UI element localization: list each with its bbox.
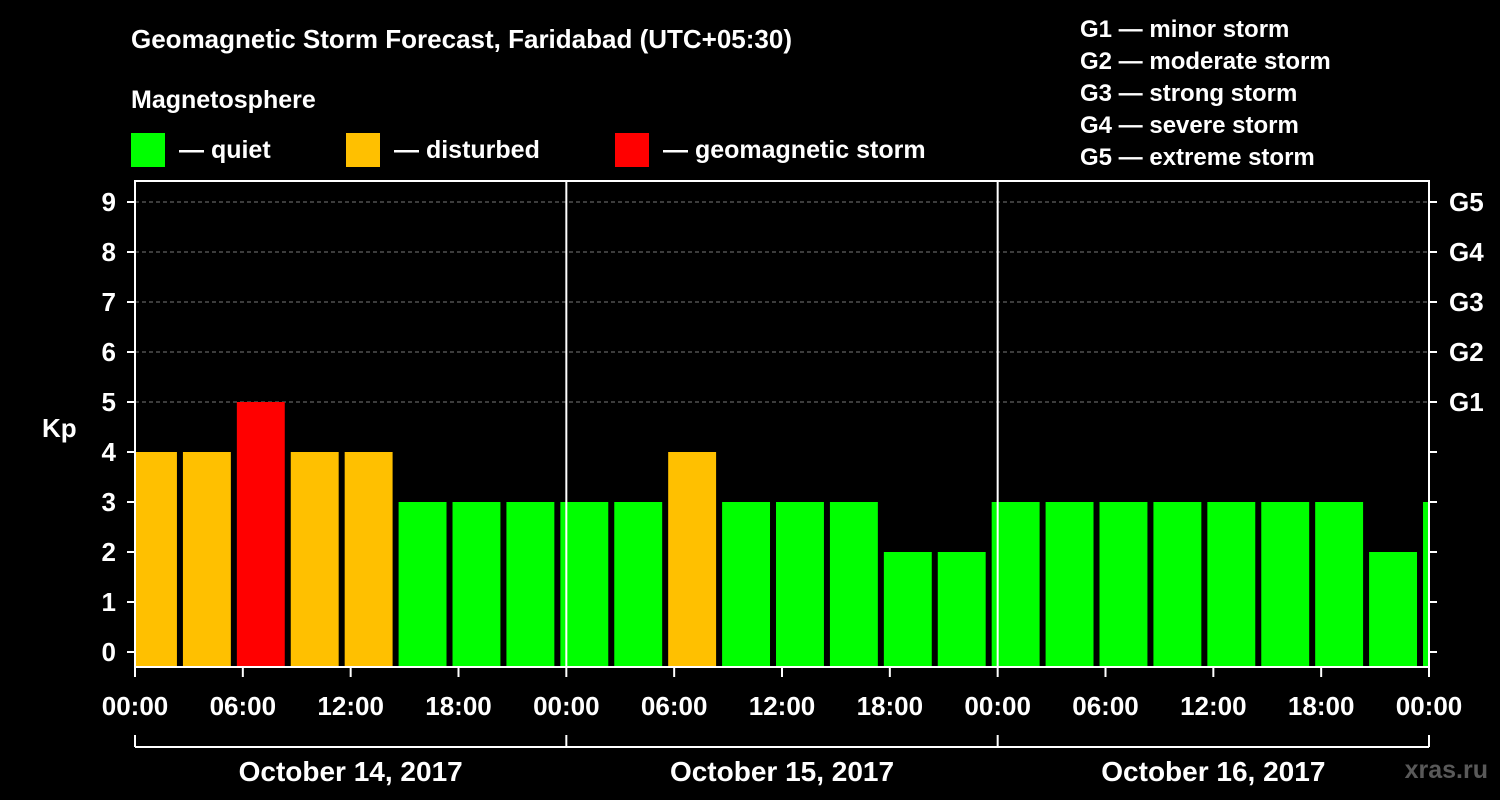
y-tick-label-1: 1 (102, 587, 116, 617)
kp-bar-10 (668, 452, 717, 667)
x-tick-label-7: 18:00 (857, 691, 924, 721)
y-tick-label-9: 9 (102, 187, 116, 217)
x-tick-label-1: 06:00 (210, 691, 277, 721)
storm-level-tick-g3: G3 (1449, 287, 1484, 317)
kp-bar-4 (344, 452, 393, 667)
storm-level-g3: G3 — strong storm (1080, 80, 1298, 107)
legend-disturbed: — disturbed (346, 133, 540, 167)
x-tick-label-5: 06:00 (641, 691, 708, 721)
x-tick-label-2: 12:00 (317, 691, 384, 721)
x-tick-label-6: 12:00 (749, 691, 816, 721)
x-tick-label-0: 00:00 (102, 691, 169, 721)
kp-bar-11 (722, 502, 771, 667)
x-tick-label-12: 00:00 (1396, 691, 1463, 721)
kp-bar-21 (1261, 502, 1310, 667)
kp-bar-20 (1207, 502, 1256, 667)
date-label-2: October 16, 2017 (1101, 756, 1325, 787)
storm-level-list: G1 — minor storm G2 — moderate storm G3 … (1080, 14, 1331, 174)
kp-bar-0 (135, 452, 177, 667)
storm-level-g5: G5 — extreme storm (1080, 144, 1315, 171)
y-axis-label: Kp (42, 413, 77, 443)
y-tick-label-5: 5 (102, 387, 116, 417)
kp-bar-17 (1045, 502, 1094, 667)
watermark: xras.ru (1404, 756, 1488, 784)
kp-bar-3 (290, 452, 339, 667)
storm-level-g1: G1 — minor storm (1080, 16, 1290, 43)
x-tick-label-10: 12:00 (1180, 691, 1247, 721)
kp-bar-16 (991, 502, 1040, 667)
kp-bar-1 (182, 452, 231, 667)
legend-disturbed-swatch (346, 133, 380, 167)
legend-disturbed-label: — disturbed (394, 135, 540, 164)
kp-bar-5 (398, 502, 447, 667)
kp-bar-14 (883, 552, 932, 667)
y-tick-label-8: 8 (102, 237, 116, 267)
legend-storm: — geomagnetic storm (615, 133, 926, 167)
y-tick-label-2: 2 (102, 537, 116, 567)
storm-level-tick-g1: G1 (1449, 387, 1484, 417)
kp-bar-13 (829, 502, 878, 667)
x-tick-label-4: 00:00 (533, 691, 600, 721)
y-tick-label-3: 3 (102, 487, 116, 517)
y-tick-label-6: 6 (102, 337, 116, 367)
legend-heading: Magnetosphere (131, 86, 316, 114)
x-tick-label-8: 00:00 (964, 691, 1031, 721)
legend-quiet: — quiet (131, 133, 271, 167)
storm-level-g4: G4 — severe storm (1080, 112, 1299, 139)
legend-quiet-label: — quiet (179, 135, 271, 164)
storm-level-tick-g4: G4 (1449, 237, 1484, 267)
kp-bar-18 (1099, 502, 1148, 667)
y-tick-label-0: 0 (102, 637, 116, 667)
y-tick-label-4: 4 (102, 437, 117, 467)
storm-level-tick-g2: G2 (1449, 337, 1484, 367)
x-tick-label-9: 06:00 (1072, 691, 1139, 721)
legend-storm-label: — geomagnetic storm (663, 135, 926, 164)
kp-bar-6 (452, 502, 501, 667)
date-label-1: October 15, 2017 (670, 756, 894, 787)
y-tick-label-7: 7 (102, 287, 116, 317)
kp-bar-12 (776, 502, 824, 667)
x-tick-label-11: 18:00 (1288, 691, 1355, 721)
legend-storm-swatch (615, 133, 649, 167)
storm-level-g2: G2 — moderate storm (1080, 48, 1331, 75)
kp-bar-23 (1369, 552, 1418, 667)
kp-bar-24 (1423, 502, 1429, 667)
date-label-0: October 14, 2017 (239, 756, 463, 787)
kp-bar-15 (937, 552, 986, 667)
kp-bar-22 (1315, 502, 1364, 667)
kp-bar-8 (560, 502, 609, 667)
kp-bar-7 (506, 502, 555, 667)
legend-quiet-swatch (131, 133, 165, 167)
x-tick-label-3: 18:00 (425, 691, 492, 721)
chart-title: Geomagnetic Storm Forecast, Faridabad (U… (131, 24, 793, 54)
kp-bar-9 (614, 502, 663, 667)
kp-bar-19 (1153, 502, 1202, 667)
kp-bar-2 (236, 402, 285, 667)
storm-level-tick-g5: G5 (1449, 187, 1484, 217)
